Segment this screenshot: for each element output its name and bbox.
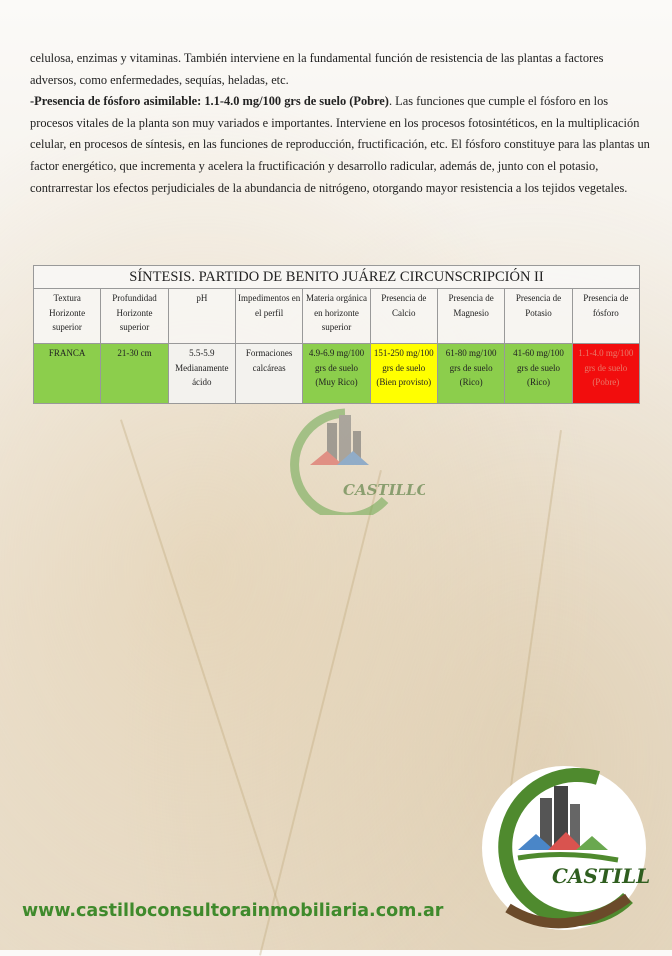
phosphorus-text: . Las funciones que cumple el fósforo en…	[30, 94, 650, 195]
potassium-cell: 41-60 mg/100 grs de suelo (Rico)	[504, 343, 573, 404]
castillo-logo: CASTILLO	[482, 766, 650, 930]
calcium-cell: 151-250 mg/100 grs de suelo (Bien provis…	[369, 343, 438, 404]
header-cell: pH	[167, 288, 236, 344]
svg-text:CASTILLO: CASTILLO	[343, 481, 425, 499]
header-cell: Impedimentos en el perfil	[234, 288, 304, 344]
table-title: SÍNTESIS. PARTIDO DE BENITO JUÁREZ CIRCU…	[33, 265, 640, 289]
phosphorus-heading: -Presencia de fósforo asimilable: 1.1-4.…	[30, 94, 389, 109]
table-row: FRANCA 21-30 cm 5.5-5.9 Medianamente áci…	[32, 343, 641, 404]
wheat-decoration	[259, 470, 382, 956]
header-cell: Profundidad Horizonte superior	[100, 288, 169, 344]
impediments-cell: Formaciones calcáreas	[234, 343, 304, 404]
magnesium-cell: 61-80 mg/100 grs de suelo (Rico)	[436, 343, 506, 404]
body-paragraph: celulosa, enzimas y vitaminas. También i…	[30, 48, 650, 199]
header-cell: Presencia de fósforo	[571, 288, 641, 344]
synthesis-table: SÍNTESIS. PARTIDO DE BENITO JUÁREZ CIRCU…	[32, 265, 641, 404]
intro-text: celulosa, enzimas y vitaminas. También i…	[30, 51, 604, 87]
castillo-watermark-logo: CASTILLO	[290, 408, 425, 515]
header-cell: Presencia de Potasio	[504, 288, 573, 344]
header-cell: Materia orgánica en horizonte superior	[302, 288, 371, 344]
phosphorus-cell: 1.1-4.0 mg/100 grs de suelo (Pobre)	[571, 343, 641, 404]
wheat-decoration	[120, 419, 283, 915]
organic-matter-cell: 4.9-6.9 mg/100 grs de suelo (Muy Rico)	[302, 343, 371, 404]
texture-cell: FRANCA	[32, 343, 102, 404]
ph-cell: 5.5-5.9 Medianamente ácido	[167, 343, 236, 404]
logo-text: CASTILLO	[552, 864, 650, 888]
table-header-row: Textura Horizonte superior Profundidad H…	[32, 288, 641, 344]
website-url[interactable]: www.castilloconsultorainmobiliaria.com.a…	[22, 901, 444, 921]
header-cell: Textura Horizonte superior	[32, 288, 102, 344]
header-cell: Presencia de Calcio	[369, 288, 438, 344]
depth-cell: 21-30 cm	[100, 343, 169, 404]
header-cell: Presencia de Magnesio	[436, 288, 506, 344]
